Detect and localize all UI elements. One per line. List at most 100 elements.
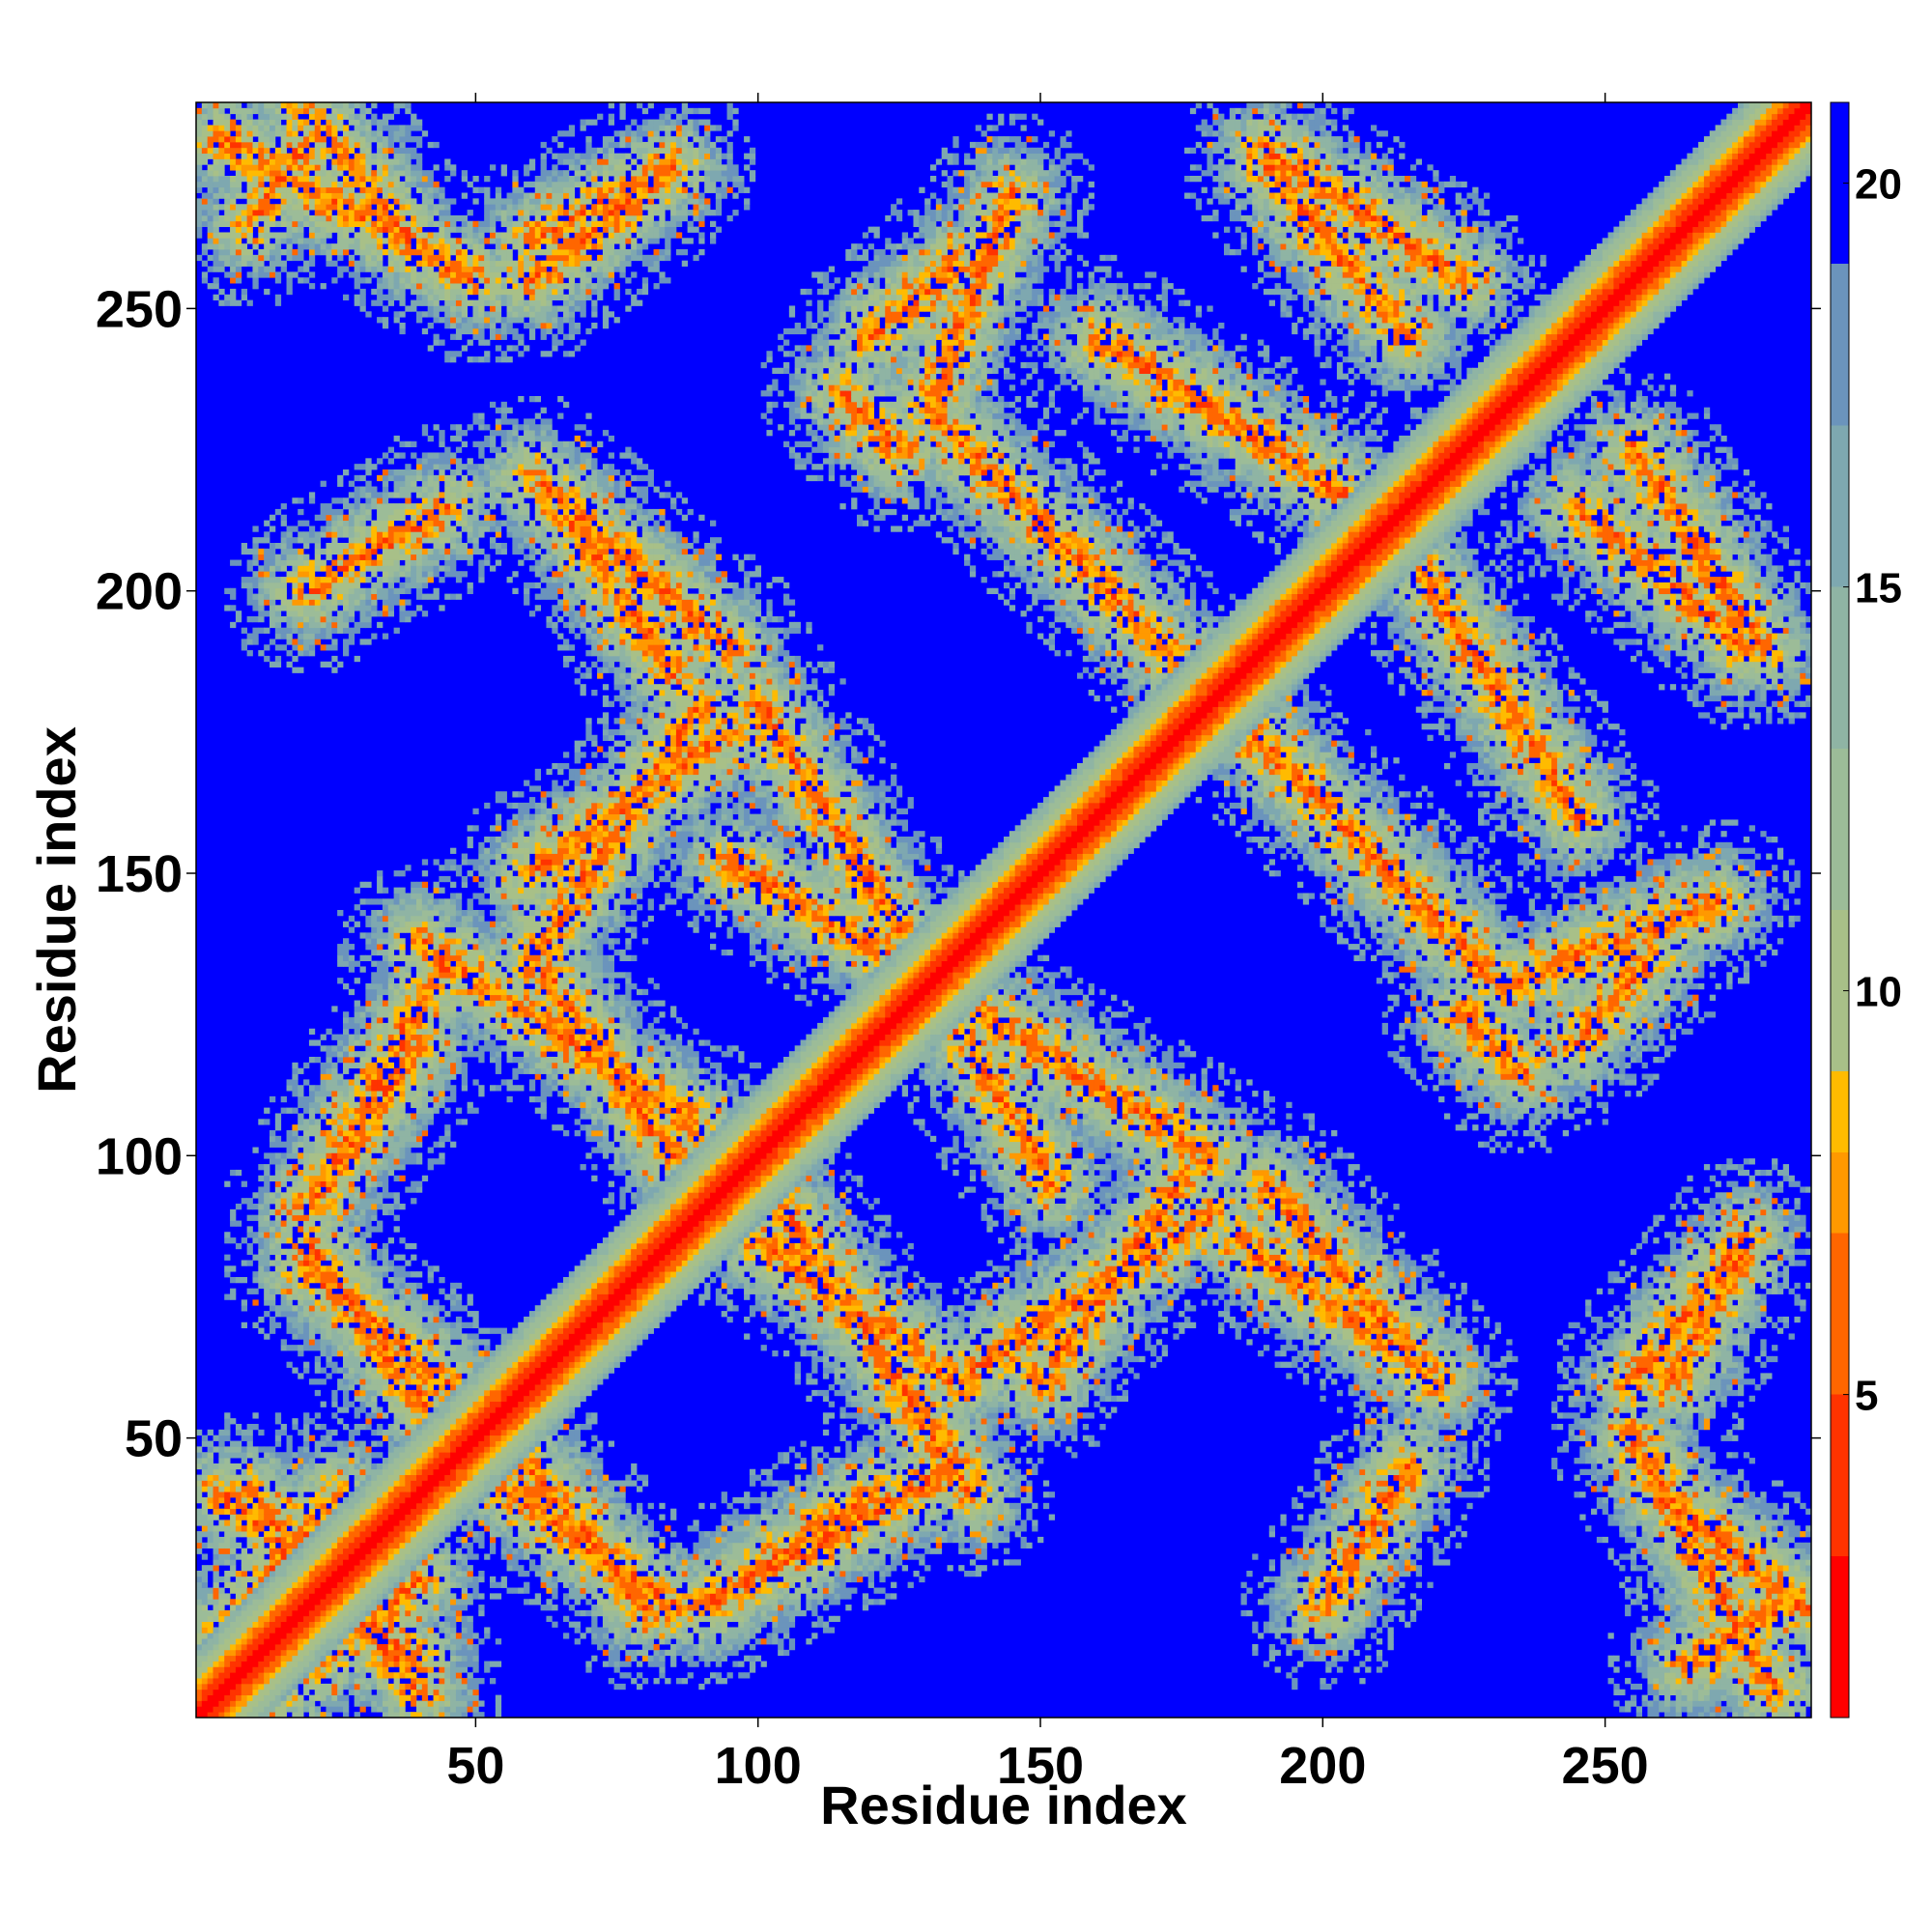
heatmap-cell — [349, 164, 355, 170]
heatmap-cell — [224, 1616, 230, 1622]
heatmap-cell — [321, 1232, 327, 1237]
heatmap-cell — [365, 1339, 371, 1345]
heatmap-cell — [213, 283, 219, 289]
heatmap-cell — [321, 1503, 327, 1509]
heatmap-cell — [258, 605, 264, 611]
heatmap-cell — [242, 1577, 247, 1582]
heatmap-cell — [281, 1616, 287, 1622]
heatmap-cell — [349, 204, 355, 210]
heatmap-cell — [303, 1430, 309, 1435]
heatmap-cell — [230, 1237, 236, 1243]
heatmap-cell — [331, 108, 337, 114]
heatmap-cell — [343, 616, 349, 622]
heatmap-cell — [230, 1605, 236, 1610]
heatmap-cell — [303, 1571, 309, 1577]
heatmap-cell — [270, 1509, 275, 1515]
heatmap-cell — [365, 1599, 371, 1605]
heatmap-cell — [303, 1690, 309, 1695]
heatmap-cell — [331, 1452, 337, 1458]
heatmap-cell — [275, 170, 281, 176]
heatmap-cell — [355, 1209, 360, 1215]
heatmap-cell — [247, 1486, 253, 1492]
heatmap-cell — [287, 1582, 293, 1588]
heatmap-cell — [349, 1039, 355, 1045]
heatmap-cell — [315, 1441, 321, 1447]
heatmap-cell — [270, 1616, 275, 1622]
heatmap-cell — [321, 1130, 327, 1136]
heatmap-cell — [365, 1418, 371, 1424]
heatmap-cell — [287, 1548, 293, 1554]
heatmap-cell — [321, 1328, 327, 1334]
heatmap-cell — [321, 1035, 327, 1040]
heatmap-cell — [321, 1531, 327, 1537]
heatmap-cell — [331, 1192, 337, 1198]
heatmap-cell — [258, 571, 264, 577]
heatmap-cell — [242, 1430, 247, 1435]
heatmap-cell — [303, 1136, 309, 1142]
heatmap-cell — [321, 176, 327, 182]
heatmap-cell — [365, 1553, 371, 1559]
heatmap-cell — [281, 198, 287, 204]
heatmap-cell — [355, 497, 360, 503]
heatmap-cell — [252, 1520, 258, 1525]
heatmap-cell — [298, 1503, 303, 1509]
heatmap-cell — [247, 1260, 253, 1265]
heatmap-cell — [287, 1152, 293, 1158]
heatmap-cell — [343, 1463, 349, 1469]
heatmap-cell — [275, 1170, 281, 1176]
heatmap-cell — [315, 1672, 321, 1678]
heatmap-cell — [321, 1063, 327, 1068]
heatmap-cell — [360, 464, 366, 469]
heatmap-cell — [287, 1458, 293, 1463]
heatmap-cell — [281, 1209, 287, 1215]
heatmap-cell — [281, 1650, 287, 1656]
heatmap-cell — [343, 1678, 349, 1684]
heatmap-cell — [298, 1289, 303, 1294]
heatmap-cell — [343, 1543, 349, 1548]
heatmap-cell — [371, 1605, 377, 1610]
heatmap-cell — [355, 1074, 360, 1080]
heatmap-cell — [360, 1152, 366, 1158]
heatmap-cell — [331, 1684, 337, 1690]
heatmap-cell — [303, 198, 309, 204]
heatmap-cell — [270, 1096, 275, 1102]
heatmap-cell — [355, 1531, 360, 1537]
heatmap-cell — [224, 102, 230, 108]
heatmap-cell — [360, 187, 366, 193]
heatmap-cell — [275, 1232, 281, 1237]
heatmap-cell — [202, 1441, 208, 1447]
heatmap-cell — [343, 158, 349, 164]
heatmap-cell — [264, 1486, 270, 1492]
heatmap-cell — [303, 1260, 309, 1265]
heatmap-cell — [355, 1486, 360, 1492]
heatmap-cell — [224, 210, 230, 215]
heatmap-cell — [258, 187, 264, 193]
heatmap-cell — [218, 176, 224, 182]
heatmap-cell — [309, 182, 315, 187]
heatmap-cell — [326, 215, 331, 221]
heatmap-cell — [355, 1469, 360, 1475]
heatmap-cell — [371, 978, 377, 983]
heatmap-cell — [321, 1339, 327, 1345]
heatmap-cell — [326, 232, 331, 238]
heatmap-cell — [247, 182, 253, 187]
heatmap-cell — [343, 622, 349, 628]
heatmap-cell — [292, 1317, 298, 1322]
heatmap-cell — [360, 1406, 366, 1412]
heatmap-cell — [292, 611, 298, 616]
heatmap-cell — [281, 204, 287, 210]
heatmap-cell — [252, 142, 258, 148]
heatmap-cell — [298, 198, 303, 204]
heatmap-cell — [218, 221, 224, 227]
heatmap-cell — [337, 1164, 343, 1170]
heatmap-cell — [343, 125, 349, 130]
heatmap-cell — [360, 193, 366, 199]
heatmap-cell — [343, 1610, 349, 1616]
heatmap-cell — [343, 1362, 349, 1368]
heatmap-cell — [275, 1265, 281, 1271]
heatmap-cell — [371, 983, 377, 989]
heatmap-cell — [321, 114, 327, 120]
heatmap-cell — [292, 616, 298, 622]
heatmap-cell — [275, 1672, 281, 1678]
heatmap-cell — [337, 1209, 343, 1215]
